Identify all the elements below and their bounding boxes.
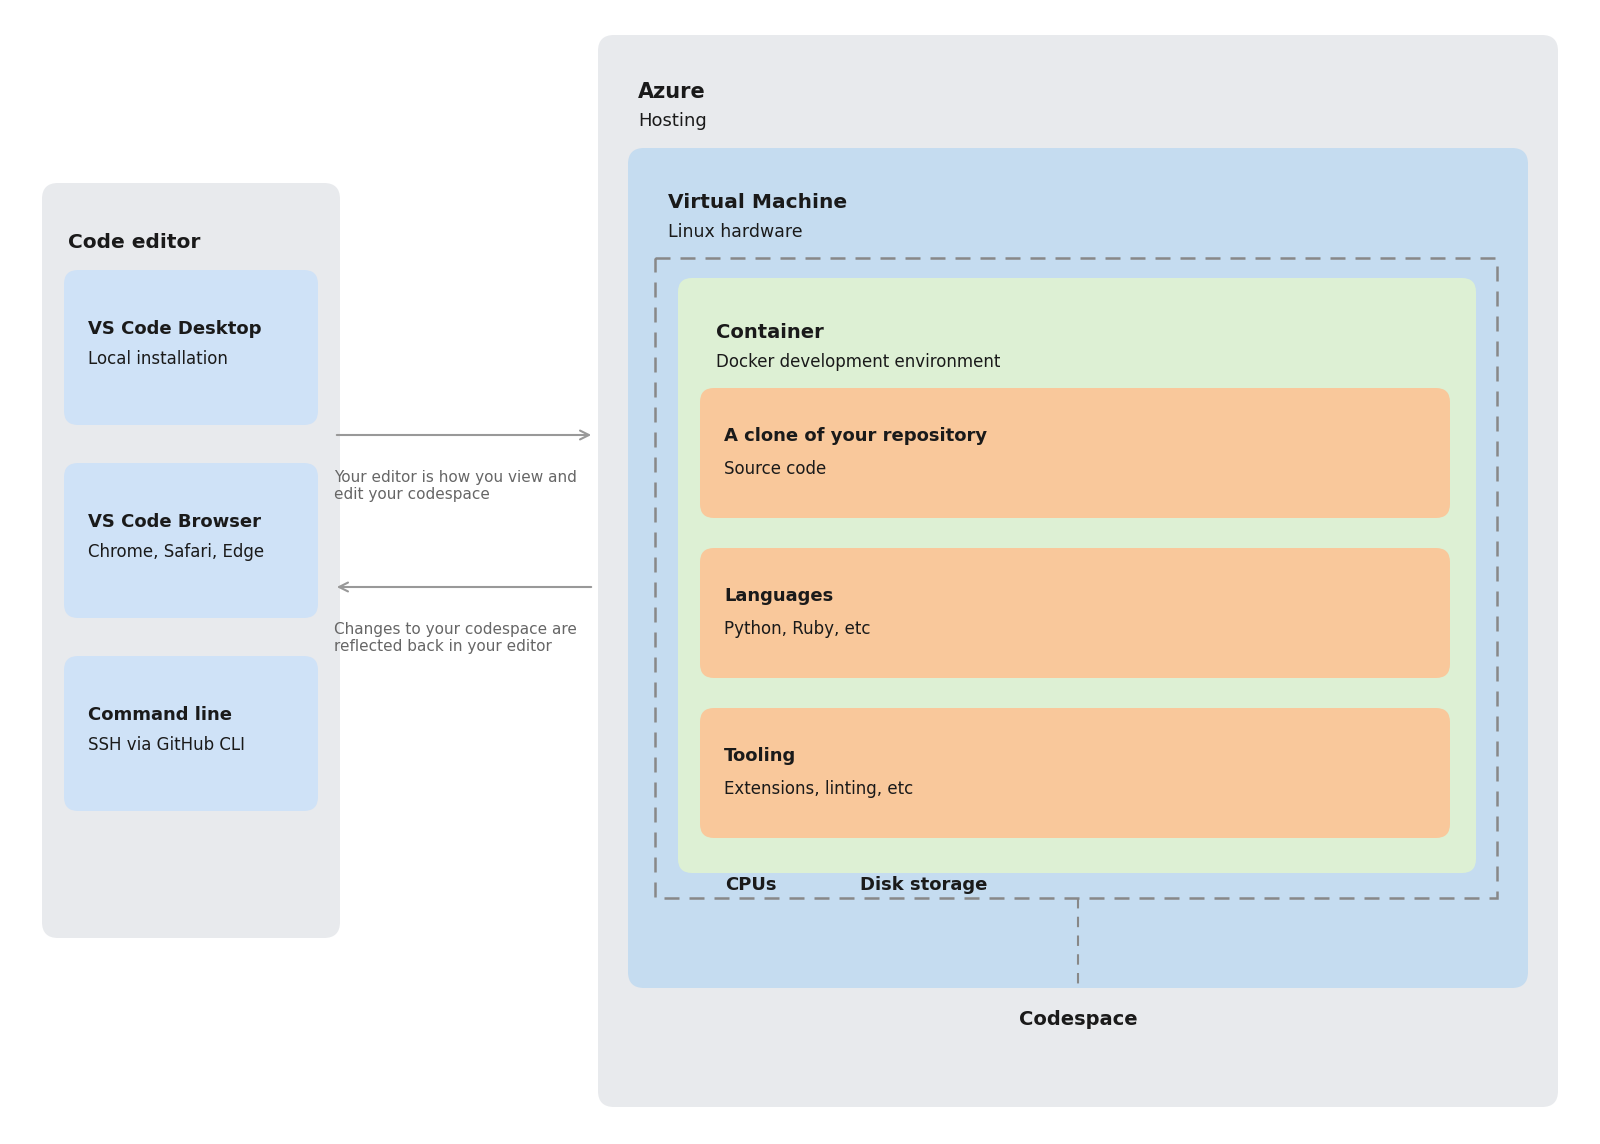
Text: Virtual Machine: Virtual Machine bbox=[669, 193, 846, 212]
Text: Changes to your codespace are
reflected back in your editor: Changes to your codespace are reflected … bbox=[334, 622, 578, 654]
FancyBboxPatch shape bbox=[64, 270, 318, 426]
Text: Source code: Source code bbox=[723, 460, 826, 478]
Text: Tooling: Tooling bbox=[723, 747, 797, 765]
FancyBboxPatch shape bbox=[678, 278, 1475, 873]
FancyBboxPatch shape bbox=[701, 548, 1450, 678]
Text: CPUs: CPUs bbox=[725, 876, 776, 893]
FancyBboxPatch shape bbox=[64, 656, 318, 811]
Text: VS Code Desktop: VS Code Desktop bbox=[88, 320, 261, 337]
Text: Code editor: Code editor bbox=[67, 233, 200, 252]
FancyBboxPatch shape bbox=[598, 35, 1558, 1107]
Text: Chrome, Safari, Edge: Chrome, Safari, Edge bbox=[88, 543, 264, 561]
Text: Local installation: Local installation bbox=[88, 350, 227, 368]
FancyBboxPatch shape bbox=[701, 708, 1450, 839]
FancyBboxPatch shape bbox=[42, 183, 339, 938]
Text: A clone of your repository: A clone of your repository bbox=[723, 427, 987, 445]
Text: VS Code Browser: VS Code Browser bbox=[88, 513, 261, 531]
Text: Azure: Azure bbox=[638, 82, 706, 102]
Text: Disk storage: Disk storage bbox=[861, 876, 987, 893]
Text: Codespace: Codespace bbox=[1019, 1010, 1138, 1028]
Text: Extensions, linting, etc: Extensions, linting, etc bbox=[723, 780, 914, 799]
Text: Hosting: Hosting bbox=[638, 112, 707, 130]
Text: Container: Container bbox=[717, 323, 824, 342]
Text: Linux hardware: Linux hardware bbox=[669, 223, 803, 241]
Text: Python, Ruby, etc: Python, Ruby, etc bbox=[723, 620, 870, 638]
FancyBboxPatch shape bbox=[701, 388, 1450, 518]
Text: SSH via GitHub CLI: SSH via GitHub CLI bbox=[88, 736, 245, 754]
Text: Command line: Command line bbox=[88, 706, 232, 724]
FancyBboxPatch shape bbox=[627, 148, 1528, 988]
FancyBboxPatch shape bbox=[64, 463, 318, 618]
Text: Languages: Languages bbox=[723, 587, 834, 605]
Text: Docker development environment: Docker development environment bbox=[717, 353, 1000, 371]
Text: Your editor is how you view and
edit your codespace: Your editor is how you view and edit you… bbox=[334, 470, 578, 502]
